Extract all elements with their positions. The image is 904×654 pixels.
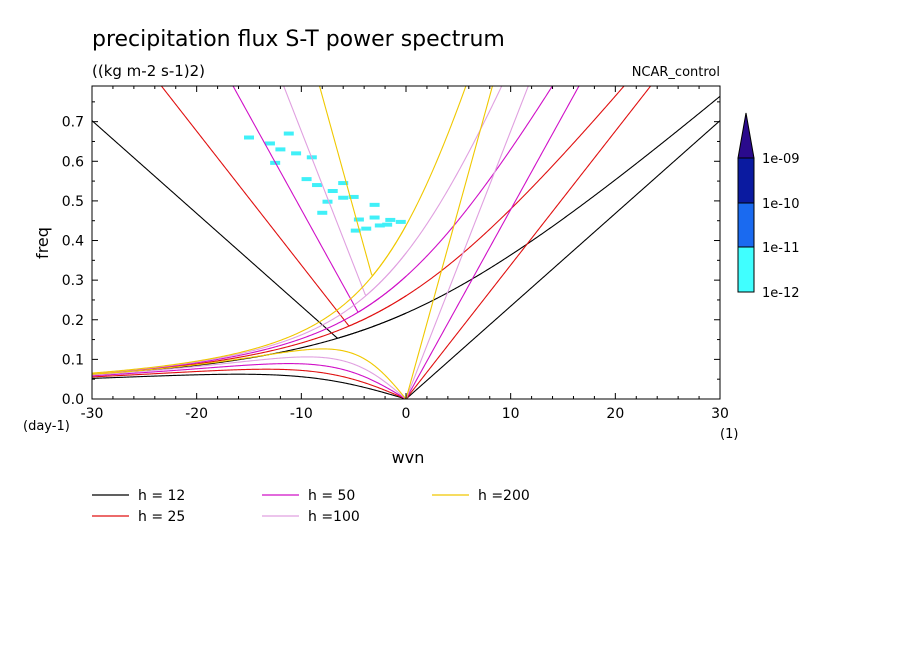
kelvin-curve — [405, 86, 652, 399]
colorbar-label: 1e-11 — [762, 241, 800, 256]
colorbar-label: 1e-09 — [762, 152, 800, 167]
kelvin-curve — [405, 86, 580, 399]
y-tick-label: 0.1 — [62, 352, 84, 368]
legend-label: h = 50 — [308, 488, 355, 504]
kelvin-curve — [405, 86, 494, 399]
mrg-curve — [92, 225, 407, 374]
kelvin-curve — [405, 120, 720, 399]
colorbar: 1e-09 1e-10 1e-11 1e-12 — [737, 112, 800, 301]
power-contour-patch — [275, 147, 286, 152]
legend-label: h =200 — [478, 488, 530, 504]
kelvin-curve — [405, 86, 529, 399]
legend-label: h =100 — [308, 509, 360, 525]
power-contour-patch — [348, 194, 359, 199]
ig-curve — [92, 95, 720, 339]
er-curve — [92, 363, 407, 399]
power-contour-patch — [338, 181, 349, 186]
y-axis-label: freq — [33, 227, 52, 259]
colorbar-segment — [737, 246, 755, 293]
power-contour-patch — [317, 210, 328, 215]
x-tick-label: 20 — [606, 406, 624, 422]
power-contour-patch — [361, 226, 372, 231]
legend-label: h = 25 — [138, 509, 185, 525]
power-contour-patch — [322, 199, 333, 204]
y-tick-label: 0.7 — [62, 115, 84, 131]
y-tick-label: 0.5 — [62, 194, 84, 210]
power-contour-patch — [291, 151, 302, 156]
x-axis-ticks: -30 -20 -10 0 10 20 30 — [81, 86, 729, 422]
power-contour-patch — [301, 177, 312, 182]
power-contour-patch — [283, 131, 294, 136]
x-unit-label: (1) — [720, 427, 738, 442]
power-contour-patch — [264, 141, 275, 146]
er-curve — [92, 356, 407, 399]
x-axis-label: wvn — [392, 448, 425, 467]
y-axis-ticks: 0.0 0.1 0.2 0.3 0.4 0.5 0.6 0.7 — [62, 101, 720, 408]
power-contour-patch — [369, 202, 380, 207]
contour-patches — [244, 131, 406, 233]
mrg-curve — [92, 295, 407, 375]
y-tick-label: 0.3 — [62, 273, 84, 289]
x-tick-label: 0 — [402, 406, 411, 422]
y-tick-label: 0.2 — [62, 313, 84, 329]
x-tick-label: 30 — [711, 406, 729, 422]
power-contour-patch — [385, 217, 396, 222]
dispersion-curves — [92, 86, 720, 399]
units-label: ((kg m-2 s-1)2) — [92, 62, 205, 80]
legend-label: h = 12 — [138, 488, 185, 504]
y-tick-label: 0.4 — [62, 234, 84, 250]
power-contour-patch — [312, 183, 323, 188]
er-curve — [92, 373, 407, 399]
x-tick-label: -10 — [290, 406, 313, 422]
power-contour-patch — [350, 228, 361, 233]
power-contour-patch — [244, 135, 254, 140]
power-contour-patch — [369, 215, 380, 220]
power-contour-patch — [338, 195, 349, 200]
chart-title: precipitation flux S-T power spectrum — [92, 27, 505, 52]
power-contour-patch — [353, 217, 364, 222]
colorbar-segment — [737, 202, 755, 248]
er-curve — [92, 348, 407, 399]
y-unit-label: (day-1) — [23, 419, 70, 434]
x-tick-label: -20 — [185, 406, 208, 422]
colorbar-label: 1e-12 — [762, 286, 800, 301]
y-tick-label: 0.6 — [62, 154, 84, 170]
colorbar-triangle — [737, 112, 755, 159]
power-contour-patch — [374, 223, 385, 228]
legend: h = 12 h = 25 h = 50 h =100 h =200 — [92, 488, 530, 525]
plot-frame — [91, 85, 721, 400]
x-tick-label: -30 — [81, 406, 104, 422]
power-contour-patch — [382, 222, 393, 227]
y-tick-label: 0.0 — [62, 392, 84, 408]
x-tick-label: 10 — [502, 406, 520, 422]
colorbar-segment — [737, 157, 755, 204]
case-label: NCAR_control — [632, 65, 720, 80]
er-curve — [92, 368, 407, 399]
power-contour-patch — [395, 219, 406, 224]
colorbar-label: 1e-10 — [762, 197, 800, 212]
power-contour-patch — [327, 188, 338, 193]
